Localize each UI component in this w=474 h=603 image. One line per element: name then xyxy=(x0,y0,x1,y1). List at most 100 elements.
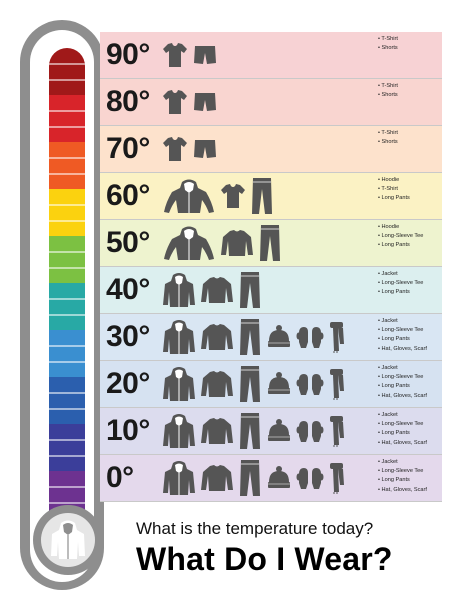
tshirt-icon xyxy=(163,90,187,114)
jacket-icon xyxy=(163,273,195,307)
temperature-label: 80° xyxy=(106,85,150,118)
clothing-list-item: Hat, Gloves, Scarf xyxy=(378,345,427,354)
scarf-icon xyxy=(330,369,344,400)
tube-segment xyxy=(49,48,85,95)
longsleeve-icon xyxy=(201,418,233,444)
temperature-row: 80° T-ShirtShorts xyxy=(100,79,442,126)
temperature-label: 90° xyxy=(106,38,150,71)
clothing-list-item: Jacket xyxy=(378,270,423,279)
temperature-label: 60° xyxy=(106,179,150,212)
clothing-list-item: Shorts xyxy=(378,44,398,53)
clothing-list-item: T-Shirt xyxy=(378,185,410,194)
tshirt-icon xyxy=(221,184,245,208)
clothing-list: HoodieT-ShirtLong Pants xyxy=(378,176,410,204)
gloves-icon xyxy=(296,421,324,442)
clothing-list: T-ShirtShorts xyxy=(378,82,398,100)
clothing-icons xyxy=(162,366,346,402)
temperature-row: 10° JacketLong-Sleeve TeeLong PantsHat, G… xyxy=(100,408,442,455)
clothing-list-item: Long Pants xyxy=(378,288,423,297)
pants-icon xyxy=(240,460,260,496)
clothing-icons xyxy=(162,460,346,496)
scarf-icon xyxy=(330,322,344,353)
temperature-label: 0° xyxy=(106,461,134,494)
clothing-list-item: Long-Sleeve Tee xyxy=(378,326,427,335)
clothing-list-item: T-Shirt xyxy=(378,35,397,44)
hat-icon xyxy=(268,419,290,441)
pants-icon xyxy=(240,366,260,402)
clothing-list-item: Hat, Gloves, Scarf xyxy=(378,439,427,448)
tube-segment xyxy=(49,424,85,471)
hoodie-icon xyxy=(164,179,214,213)
clothing-icons xyxy=(162,272,262,308)
gloves-icon xyxy=(296,374,324,395)
clothing-list-item: Long-Sleeve Tee xyxy=(378,232,424,241)
clothing-list-item: Hoodie xyxy=(378,176,410,185)
clothing-list-item: Jacket xyxy=(378,411,427,420)
clothing-list-item: T-Shirt xyxy=(378,129,397,138)
shorts-icon xyxy=(194,46,216,64)
clothing-list-item: Hat, Gloves, Scarf xyxy=(378,486,427,495)
pants-icon xyxy=(240,413,260,449)
tube-segment xyxy=(49,377,85,424)
pants-icon xyxy=(240,319,260,355)
clothing-list-item: Long-Sleeve Tee xyxy=(378,373,427,382)
temperature-row: 50° HoodieLong-Sleeve TeeLong Pants xyxy=(100,220,442,267)
temperature-row: 70° T-ShirtShorts xyxy=(100,126,442,173)
tube-segment xyxy=(49,236,85,283)
thermometer-tube xyxy=(49,48,85,518)
jacket-icon xyxy=(163,367,195,401)
clothing-icons xyxy=(162,225,282,261)
clothing-icons xyxy=(162,38,218,72)
hat-icon xyxy=(268,325,290,347)
clothing-list-item: Long Pants xyxy=(378,382,427,391)
headline: What Do I Wear? xyxy=(136,541,393,577)
tshirt-icon xyxy=(163,137,187,161)
clothing-list-item: Long-Sleeve Tee xyxy=(378,467,427,476)
clothing-icons xyxy=(162,178,274,214)
shorts-icon xyxy=(194,140,216,158)
clothing-list-item: Long Pants xyxy=(378,476,427,485)
clothing-list-item: Long Pants xyxy=(378,194,410,203)
clothing-list-item: Shorts xyxy=(378,138,398,147)
question-text: What is the temperature today? xyxy=(136,519,374,538)
clothing-list-item: Jacket xyxy=(378,458,427,467)
clothing-list: T-ShirtShorts xyxy=(378,35,398,53)
clothing-icons xyxy=(162,85,218,119)
tube-segment xyxy=(49,189,85,236)
bulb-center xyxy=(41,513,95,567)
scarf-icon xyxy=(330,416,344,447)
temperature-label: 70° xyxy=(106,132,150,165)
jacket-icon xyxy=(163,414,195,448)
longsleeve-icon xyxy=(201,277,233,303)
temperature-row: 30° JacketLong-Sleeve TeeLong PantsHat, G… xyxy=(100,314,442,361)
hat-icon xyxy=(268,372,290,394)
clothing-list: JacketLong-Sleeve TeeLong PantsHat, Glov… xyxy=(378,317,427,354)
clothing-list-item: Shorts xyxy=(378,91,398,100)
temperature-row: 90° T-ShirtShorts xyxy=(100,32,442,79)
tshirt-icon xyxy=(163,43,187,67)
clothing-list: T-ShirtShorts xyxy=(378,129,398,147)
clothing-list-item: Hoodie xyxy=(378,223,423,232)
gloves-icon xyxy=(296,468,324,489)
shorts-icon xyxy=(194,93,216,111)
longsleeve-icon xyxy=(221,230,253,256)
clothing-list-item: Jacket xyxy=(378,317,427,326)
hoodie-icon xyxy=(164,226,214,260)
clothing-list-item: Long Pants xyxy=(378,335,427,344)
scarf-icon xyxy=(330,463,344,494)
hoodie-icon xyxy=(51,520,85,559)
longsleeve-icon xyxy=(201,465,233,491)
tube-segment xyxy=(49,330,85,377)
temperature-row: 60° HoodieT-ShirtLong Pants xyxy=(100,173,442,220)
tube-segment xyxy=(49,283,85,330)
clothing-list-item: Long Pants xyxy=(378,429,427,438)
clothing-list: HoodieLong-Sleeve TeeLong Pants xyxy=(378,223,424,251)
clothing-list-item: T-Shirt xyxy=(378,82,397,91)
thermometer-bulb xyxy=(33,505,103,575)
clothing-list-item: Long-Sleeve Tee xyxy=(378,420,427,429)
temperature-label: 20° xyxy=(106,367,150,400)
longsleeve-icon xyxy=(201,371,233,397)
clothing-icons xyxy=(162,132,218,166)
tube-segment xyxy=(49,142,85,189)
temperature-label: 30° xyxy=(106,320,150,353)
